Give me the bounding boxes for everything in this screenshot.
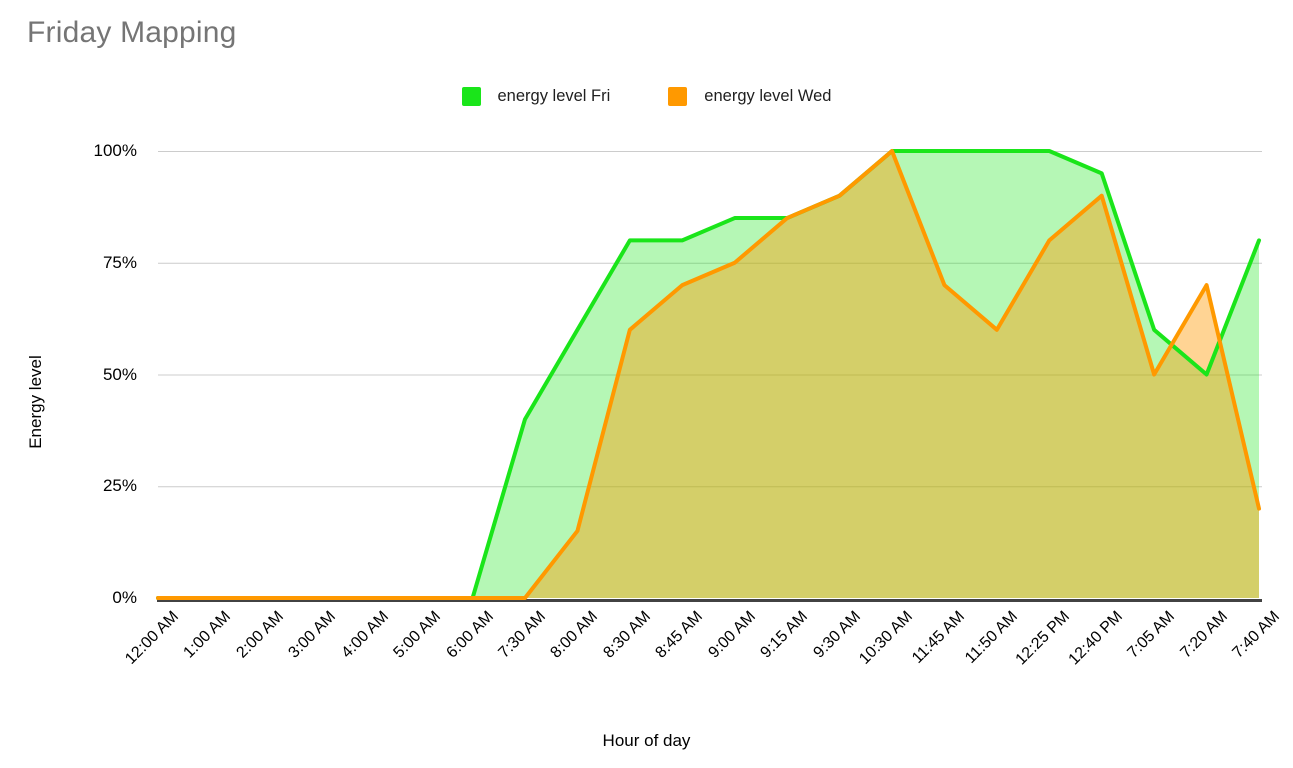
y-tick-label-25: 25% xyxy=(102,476,137,496)
legend-item-wed[interactable]: energy level Wed xyxy=(668,87,831,106)
legend-swatch-fri-icon xyxy=(461,87,481,106)
series-area-energy-level-wed xyxy=(158,151,1259,598)
legend-swatch-wed-icon xyxy=(668,87,688,106)
y-tick-label-50: 50% xyxy=(102,364,137,384)
legend-label-wed: energy level Wed xyxy=(704,87,832,105)
y-tick-label-100: 100% xyxy=(93,141,137,160)
legend: energy level Fri energy level Wed xyxy=(0,87,1293,106)
series-area-energy-level-fri xyxy=(158,151,1259,598)
legend-item-fri[interactable]: energy level Fri xyxy=(461,87,611,106)
chart-title: Friday Mapping xyxy=(27,16,237,49)
x-axis-title: Hour of day xyxy=(602,731,691,750)
legend-label-fri: energy level Fri xyxy=(497,87,611,105)
series-line-energy-level-wed[interactable] xyxy=(156,149,1261,600)
y-tick-label-0: 0% xyxy=(112,588,137,607)
y-tick-label-75: 75% xyxy=(102,252,137,272)
